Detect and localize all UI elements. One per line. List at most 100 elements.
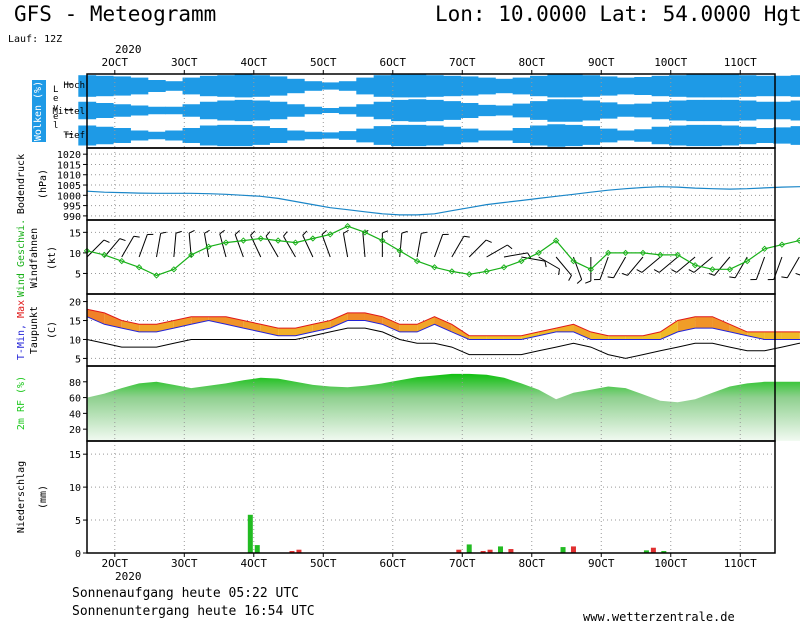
wind-barb-feather [729,276,736,279]
cloud-cell-hoch [443,75,462,97]
pressure-line [86,186,800,216]
wind-barb [138,234,148,258]
wind-speed-point [274,237,282,244]
temp-range-fill [712,316,730,332]
cloud-cell-tief [95,126,114,145]
wind-speed-point [240,237,247,244]
temp-range-fill [469,335,487,340]
cloud-cell-hoch [356,77,375,95]
wind-speed-point [309,235,316,242]
precip-bar [487,549,493,553]
tick-label: 990 [63,212,81,223]
wind-barb-feather [688,269,695,273]
wind-barb-feather [119,238,126,242]
wind-speed-point [188,251,195,259]
cloud-cell-tief [790,126,800,145]
temp-range-fill [573,324,591,340]
temp-range-fill [764,331,782,340]
temp-range-fill [139,324,157,332]
wind-speed-point [101,251,108,259]
wind-barb [693,256,713,273]
wind-speed-point [170,266,178,273]
date-label-top: 11OCT [724,56,757,69]
cloud-cell-mittel [234,99,253,122]
level-letter: e [53,112,58,122]
temp-range-fill [364,312,383,325]
tick-label: 10 [69,483,81,494]
cloud-ylabel: Wolken (%) [33,81,44,141]
wind-barb [362,233,366,258]
date-label-bottom: 4OCT [241,557,268,570]
date-label-bottom: 9OCT [588,557,615,570]
wind-barb [121,235,135,258]
wind-barb-feather [795,272,800,276]
temp-range-fill [486,335,504,340]
temp-range-fill [330,312,348,329]
cloud-cell-hoch [286,78,305,94]
date-label-bottom: 3OCT [171,557,198,570]
cloud-cell-tief [582,126,601,145]
wind-barb [416,233,422,258]
wind-barb-feather [708,272,715,276]
cloud-cell-mittel [651,101,670,120]
precip-ylabel: Niederschlag [16,461,27,533]
cloud-cell-hoch [373,75,392,97]
wind-barb-feather [576,279,583,284]
wind-barb [451,235,465,258]
wind-barb [486,244,508,258]
temp-range-fill [695,316,713,329]
date-label-top: 3OCT [171,56,198,69]
cloud-cell-tief [113,128,131,143]
wind-speed-point [778,241,786,248]
source-link[interactable]: www.wetterzentrale.de [583,610,735,624]
wind-barb [173,233,177,258]
precip-bar [247,514,253,553]
cloud-cell-mittel [443,101,462,120]
wind-speed-line [86,225,800,277]
wind-speed-point [257,235,264,242]
precip-bar [661,551,667,553]
location-coords: Lon: 10.0000 Lat: 54.0000 Hgt: 2 [435,2,800,26]
cloud-cell-hoch [391,74,409,98]
wind-speed-point [413,257,421,265]
cloud-cell-mittel [703,99,722,122]
cloud-cell-mittel [391,99,409,122]
wind-speed-point [205,243,212,250]
precip-bar [643,550,649,553]
wind-speed-point [570,257,577,265]
wind-barb-feather [219,229,225,235]
wind-speed-point [327,231,334,238]
tick-label: 80 [69,378,81,389]
cloud-cell-hoch [477,77,496,95]
wind-barb-feather [265,231,271,237]
wind-barb-feather [250,230,256,236]
wind-barb-feather [382,230,389,234]
cloud-cell-tief [599,128,618,143]
cloud-cell-mittel [408,99,427,122]
cloud-cell-mittel [582,100,601,121]
cloud-cell-hoch [252,75,270,97]
wind-barb-feather [175,230,182,234]
cloud-cell-tief [217,124,236,147]
cloud-cell-tief [199,125,218,146]
temp-range-fill [156,320,174,332]
wind-speed-point [118,257,125,265]
cloud-cell-mittel [321,108,340,113]
date-label-bottom: 6OCT [380,557,407,570]
precip-bar [296,549,302,553]
cloud-cell-hoch [130,77,149,95]
temp-range-fill [503,335,522,340]
wind-barb-feather [421,231,428,234]
temp-range-fill [347,312,365,321]
temp-range-fill [312,320,331,332]
wind-speed-point [709,266,716,273]
temp-range-fill [538,328,557,336]
cloud-cell-mittel [495,105,514,116]
temp-range-fill [451,324,470,340]
tick-label: 40 [69,409,81,420]
cloud-cell-hoch [338,81,357,91]
cloud-cell-mittel [564,99,583,122]
tick-label: 10 [69,249,81,260]
temp-range-fill [417,316,435,332]
year-label-top: 2020 [115,43,142,56]
